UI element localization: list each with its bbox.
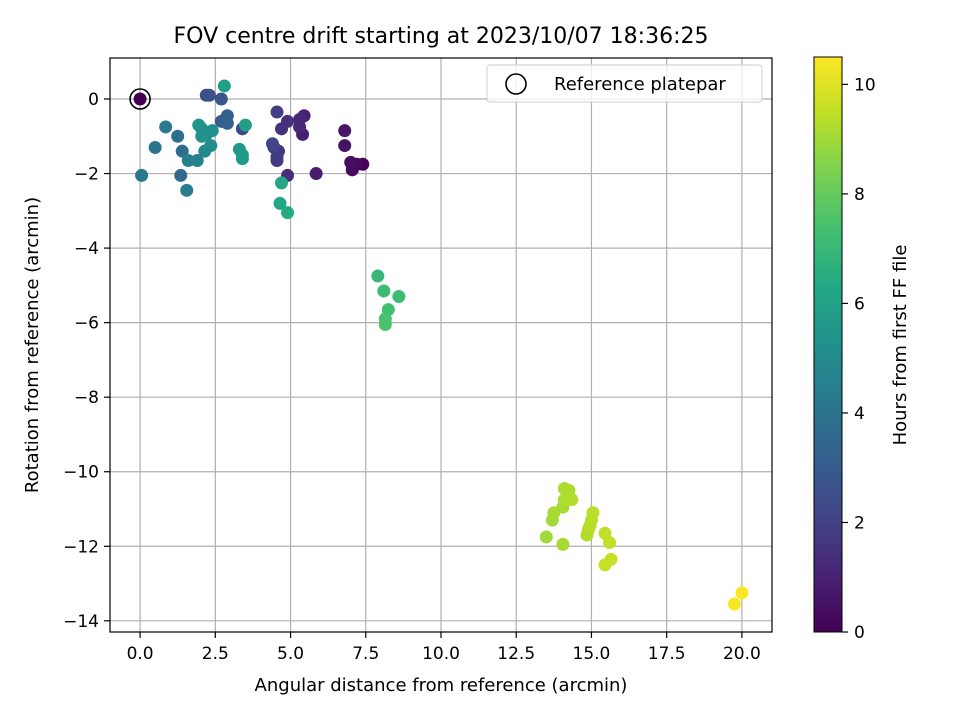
colorbar-label: Hours from first FF file xyxy=(890,245,911,446)
data-point xyxy=(565,493,579,507)
y-tick-label: 0 xyxy=(88,90,99,110)
data-point xyxy=(133,92,147,106)
data-point xyxy=(293,120,307,134)
x-tick-label: 15.0 xyxy=(573,644,611,664)
data-point xyxy=(220,116,234,130)
data-point xyxy=(148,140,162,154)
x-tick-label: 12.5 xyxy=(497,644,535,664)
data-point xyxy=(309,167,323,181)
y-tick-label: −8 xyxy=(74,388,99,408)
colorbar-tick-label: 10 xyxy=(854,75,876,95)
data-point xyxy=(539,530,553,544)
legend-entry-label: Reference platepar xyxy=(554,74,726,95)
grid-lines xyxy=(110,58,772,632)
x-tick-label: 10.0 xyxy=(422,644,460,664)
data-point xyxy=(338,139,352,153)
colorbar-tick-label: 2 xyxy=(854,513,865,533)
data-point xyxy=(598,558,612,572)
data-point xyxy=(205,124,219,138)
colorbar-tick-label: 8 xyxy=(854,185,865,205)
data-point xyxy=(281,206,295,220)
data-point xyxy=(338,124,352,138)
data-point xyxy=(238,118,252,132)
data-point xyxy=(275,122,289,136)
x-tick-label: 7.5 xyxy=(352,644,379,664)
data-point xyxy=(377,284,391,298)
x-tick-label: 5.0 xyxy=(277,644,304,664)
data-point xyxy=(217,79,231,93)
x-axis-label: Angular distance from reference (arcmin) xyxy=(255,675,628,696)
x-axis-ticks: 0.0 2.5 5.0 7.5 10.0 12.5 15.0 17.5 20.0 xyxy=(127,632,761,664)
data-point xyxy=(175,144,189,158)
reference-marker xyxy=(129,88,151,110)
y-tick-label: −14 xyxy=(63,612,99,632)
data-point xyxy=(270,105,284,119)
data-point xyxy=(190,154,204,167)
x-tick-label: 20.0 xyxy=(723,644,761,664)
colorbar-tick-label: 4 xyxy=(854,404,865,424)
data-point xyxy=(214,92,228,106)
y-tick-label: −10 xyxy=(63,463,99,483)
data-point xyxy=(181,154,195,167)
data-point xyxy=(192,118,206,132)
data-point xyxy=(235,148,249,162)
data-point xyxy=(171,129,185,143)
colorbar xyxy=(813,56,843,633)
data-point xyxy=(603,536,617,550)
data-points xyxy=(129,79,749,611)
data-point xyxy=(174,168,188,182)
y-tick-label: −12 xyxy=(63,537,99,557)
data-point xyxy=(735,586,749,600)
data-point xyxy=(392,290,406,304)
data-point xyxy=(273,196,287,210)
data-point xyxy=(204,139,218,153)
y-tick-label: −6 xyxy=(74,314,99,334)
data-point xyxy=(180,183,194,197)
colorbar-ticks: 0 2 4 6 8 10 xyxy=(842,75,876,643)
x-tick-label: 0.0 xyxy=(127,644,154,664)
data-point xyxy=(202,88,216,102)
data-point xyxy=(275,176,289,190)
legend-reference-marker xyxy=(505,73,527,95)
data-point xyxy=(265,137,279,151)
data-point xyxy=(371,269,385,283)
data-point xyxy=(378,318,392,331)
legend-box xyxy=(486,64,763,103)
chart-title: FOV centre drift starting at 2023/10/07 … xyxy=(174,24,709,49)
y-axis-ticks: 0 −2 −4 −6 −8 −10 −12 −14 xyxy=(63,90,110,632)
colorbar-tick-label: 0 xyxy=(854,623,865,643)
data-point xyxy=(344,155,358,169)
x-tick-label: 17.5 xyxy=(648,644,686,664)
data-point xyxy=(195,129,209,143)
x-tick-label: 2.5 xyxy=(202,644,229,664)
data-point xyxy=(159,120,173,134)
y-tick-label: −2 xyxy=(74,165,99,185)
y-axis-label: Rotation from reference (arcmin) xyxy=(22,197,43,493)
y-tick-label: −4 xyxy=(74,239,99,259)
data-point xyxy=(727,597,741,611)
colorbar-tick-label: 6 xyxy=(854,294,865,314)
data-point xyxy=(135,168,149,182)
legend: Reference platepar xyxy=(486,64,763,103)
data-point xyxy=(556,537,570,551)
data-point xyxy=(586,506,600,520)
